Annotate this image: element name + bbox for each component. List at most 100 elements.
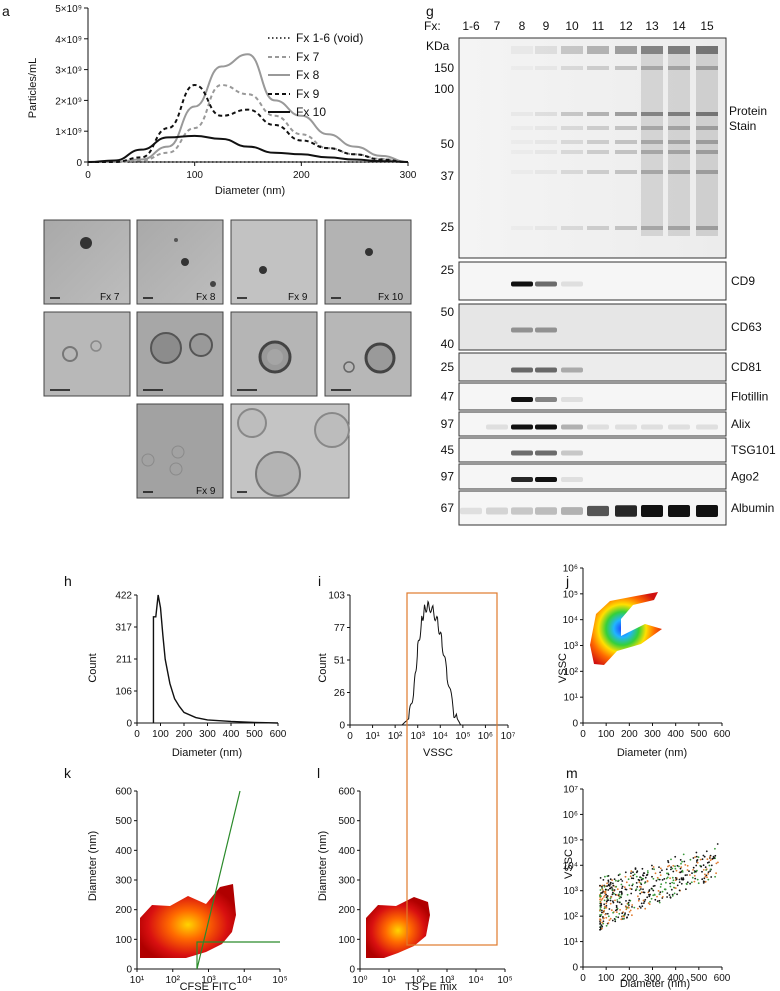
m-scatter-point xyxy=(603,899,606,902)
gel-band xyxy=(668,150,690,154)
m-scatter-point xyxy=(692,866,695,869)
m-scatter-point xyxy=(601,925,604,928)
m-scatter-point xyxy=(695,851,698,854)
m-scatter-point xyxy=(716,843,719,845)
panel-i-axes: 0 26 51 77 103 0 10¹ 10² 10³ 10⁴ 10⁵ 10⁶ 10⁷ xyxy=(328,591,515,743)
legend-entry-fx7: Fx 7 xyxy=(296,50,320,64)
em-vesicle-f2b xyxy=(314,412,350,448)
m-scatter-point xyxy=(651,875,653,878)
blot-band xyxy=(460,507,482,515)
m-scatter-point xyxy=(696,878,699,881)
m-scatter-point xyxy=(712,855,715,858)
m-scatter-point xyxy=(607,879,610,882)
m-scatter-point xyxy=(707,878,710,881)
m-xtick-label: 0 xyxy=(580,973,586,984)
blot-band xyxy=(535,477,557,482)
panel-a-xlabel: Diameter (nm) xyxy=(215,185,285,197)
m-scatter-point xyxy=(709,868,712,871)
m-scatter-point xyxy=(599,901,602,904)
gel-band xyxy=(587,226,609,230)
m-scatter-point xyxy=(639,885,641,888)
a-series-line-4 xyxy=(87,134,409,163)
m-scatter-point xyxy=(630,888,633,890)
m-scatter-point xyxy=(628,884,631,887)
m-scatter-point xyxy=(705,850,708,853)
g-lane-label: 10 xyxy=(565,19,579,33)
m-scatter-point xyxy=(707,871,710,873)
m-scatter-point xyxy=(621,893,623,895)
em-label-d: Fx 9 xyxy=(288,292,308,303)
m-scatter-point xyxy=(640,888,642,890)
panel-j-axes: 0 10¹ 10² 10³ 10⁴ 10⁵ 10⁶ 0 100 200 300 400 500 600 xyxy=(563,564,731,741)
m-scatter-point xyxy=(671,895,674,897)
m-scatter-point xyxy=(599,896,602,899)
l-ytick-label: 500 xyxy=(338,816,355,827)
em-vesicle-f2 xyxy=(141,453,155,467)
m-scatter-point xyxy=(679,871,682,874)
m-scatter-point xyxy=(674,867,677,870)
m-scatter-point xyxy=(686,883,688,886)
m-scatter-point xyxy=(599,918,601,920)
m-scatter-point xyxy=(613,878,616,881)
m-ytick-label: 0 xyxy=(572,963,578,974)
m-scatter-point xyxy=(618,901,621,904)
l-xtick-label: 10² xyxy=(411,975,426,986)
m-scatter-point xyxy=(715,872,717,875)
stain-marker-100: 100 xyxy=(434,82,454,96)
m-scatter-point xyxy=(599,922,602,924)
m-scatter-point xyxy=(615,906,618,908)
m-scatter-point xyxy=(632,877,635,880)
m-scatter-point xyxy=(632,871,634,874)
m-scatter-point xyxy=(601,885,603,888)
m-scatter-point xyxy=(611,919,614,922)
m-scatter-point xyxy=(611,879,613,881)
blot-band xyxy=(587,505,609,517)
m-scatter-point xyxy=(682,853,685,856)
blot-band xyxy=(561,367,583,373)
panel-l-ylabel: Diameter (nm) xyxy=(317,831,329,901)
l-xtick-label: 10⁴ xyxy=(468,975,483,986)
m-scatter-point xyxy=(620,903,623,906)
m-scatter-point xyxy=(655,879,658,882)
blot-marker: 67 xyxy=(441,501,455,515)
m-scatter-point xyxy=(647,871,649,874)
m-scatter-point xyxy=(615,879,617,882)
h-xtick-label: 100 xyxy=(152,729,169,740)
m-scatter-point xyxy=(609,887,612,890)
m-scatter-point xyxy=(680,882,683,885)
m-scatter-point xyxy=(670,858,672,861)
m-scatter-point xyxy=(667,865,669,868)
m-scatter-point xyxy=(639,907,642,909)
em-label-e: Fx 10 xyxy=(378,292,403,303)
j-ytick-label: 10⁵ xyxy=(563,589,578,600)
gel-band xyxy=(615,126,637,130)
m-scatter-point xyxy=(621,887,623,889)
m-scatter-point xyxy=(657,890,660,892)
m-scatter-point xyxy=(715,862,718,865)
m-scatter-point xyxy=(709,856,711,858)
protein-stain-gel xyxy=(458,37,727,259)
m-scatter-point xyxy=(599,889,602,891)
em-vesicle-e xyxy=(365,248,373,256)
m-scatter-point xyxy=(628,911,631,913)
i-ytick-label: 51 xyxy=(334,656,346,667)
m-scatter-point xyxy=(601,909,603,912)
m-scatter-point xyxy=(705,874,708,877)
gel-band xyxy=(668,170,690,174)
panel-i-xlabel: VSSC xyxy=(423,747,453,759)
legend-entry-fx9: Fx 9 xyxy=(296,87,320,101)
gel-band xyxy=(587,112,609,116)
blot-alix xyxy=(458,411,727,437)
j-xtick-label: 0 xyxy=(580,729,586,740)
blot-band xyxy=(696,424,718,430)
h-xtick-label: 200 xyxy=(176,729,193,740)
m-scatter-point xyxy=(665,877,668,880)
blot-band xyxy=(535,397,557,402)
m-scatter-point xyxy=(646,870,649,872)
gel-band xyxy=(587,150,609,154)
m-scatter-point xyxy=(608,908,611,910)
panel-k-gate xyxy=(196,790,280,970)
m-scatter-point xyxy=(675,878,678,881)
m-scatter-point xyxy=(601,911,603,914)
